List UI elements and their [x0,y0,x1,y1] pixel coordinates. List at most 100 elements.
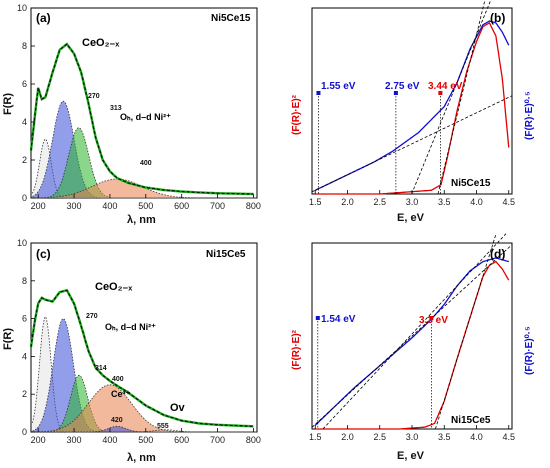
x-tick-label: 400 [102,201,117,211]
x-tick-label: 3.5 [438,197,451,207]
band-gap-marker [438,91,443,95]
sample-name: Ni15Ce5 [206,249,246,260]
panel-label: (b) [490,11,505,25]
x-tick-label: 700 [210,435,225,445]
band-gap-marker [393,91,398,95]
x-tick-label: 800 [246,435,261,445]
y-axis-label: F(R) [2,328,14,350]
plot-frame [311,7,513,195]
peak-label: 400 [112,376,124,383]
x-tick-label: 4.0 [470,432,483,442]
x-tick-label: 500 [138,201,153,211]
x-tick-label: 3.0 [406,432,419,442]
peak-label: 270 [88,93,100,100]
x-tick-label: 2.5 [373,432,386,442]
x-tick-label: 4.0 [470,197,483,207]
y-tick-label: 4 [22,351,27,361]
x-tick-label: 700 [210,201,225,211]
band-gap-label: 3.3 eV [419,315,448,326]
ceo2-annotation: CeO₂₋ₓ [95,281,133,293]
fit-line [30,43,254,195]
series-line-root [314,20,510,191]
x-tick-label: 3.5 [438,432,451,442]
oct-annotation: Oₕ, d–d Ni²⁺ [105,322,156,332]
series-line-root [314,257,509,426]
fit-line [30,289,254,427]
panel-c: 200 300 400 500 600 700 800 0 2 4 6 8 10 (c) Ni15Ce5… [2,238,261,464]
band-gap-marker [316,91,321,95]
sample-name: Ni5Ce15 [451,178,491,189]
panel-label: (a) [36,11,51,25]
panel-a: 200 300 400 500 600 700 800 0 2 4 6 8 10 (a) Ni5Ce15… [2,3,261,226]
y-tick-label: 10 [17,238,27,248]
x-tick-label: 400 [102,435,117,445]
x-tick-label: 300 [67,201,82,211]
y-axis-label: F(R) [2,93,14,115]
x-tick-label: 4.5 [503,197,516,207]
band-fill [32,384,258,432]
y-axis-label-right: (F(R)·E)⁰·⁵ [524,326,535,375]
band-gap-label: 3.44 eV [428,81,463,92]
series-line-squared [315,21,510,195]
x-tick-label: 1.5 [309,197,322,207]
tangent-line [435,233,497,430]
x-tick-label: 2.0 [341,432,354,442]
panel-label: (c) [36,247,51,261]
peak-label: 314 [95,365,107,372]
x-axis-label: E, eV [397,212,425,224]
panel-d: 1.5 2.0 2.5 3.0 3.5 4.0 4.5 (d) Ni15Ce5 1.54 e… [291,233,535,462]
peak-label: 420 [111,417,123,424]
tangent-line [322,233,507,430]
y-tick-label: 6 [22,314,27,324]
x-axis-label: λ, nm [127,452,156,464]
x-tick-label: 200 [31,435,46,445]
band-fill [32,318,258,432]
x-tick-label: 500 [138,435,153,445]
x-axis-label: λ, nm [127,214,156,226]
x-axis-label: E, eV [397,450,425,462]
band-fill [32,101,258,198]
sample-name: Ni5Ce15 [211,13,251,24]
band-curve [32,127,257,199]
tangent-line [311,244,513,428]
y-tick-label: 2 [22,389,27,399]
x-tick-label: 2.0 [341,197,354,207]
tangent-line [437,0,486,195]
x-tick-label: 800 [246,201,261,211]
y-tick-label: 4 [22,117,27,127]
series-line-squared [315,260,510,430]
band-curve [32,178,257,199]
y-tick-label: 0 [22,193,27,203]
tangent-line [311,95,513,193]
ce3-annotation: Ce³⁺ [111,389,131,399]
y-axis-label-right: (F(R)·E)⁰·⁵ [524,91,535,140]
band-curve [32,429,257,433]
ov-annotation: Ov [170,402,186,414]
band-gap-label: 2.75 eV [385,81,420,92]
peak-label: 313 [110,105,122,112]
band-gap-label: 1.55 eV [321,81,356,92]
y-tick-label: 0 [22,427,27,437]
y-tick-label: 6 [22,79,27,89]
band-gap-marker [315,316,320,320]
x-tick-label: 2.5 [373,197,386,207]
x-tick-label: 3.0 [406,197,419,207]
band-gap-marker [429,316,434,320]
peak-label: 270 [86,313,98,320]
x-tick-label: 1.5 [309,432,322,442]
y-axis-label-left: (F(R)·E)² [291,94,302,135]
y-tick-label: 8 [22,276,27,286]
peak-label: 555 [157,423,169,430]
ceo2-annotation: CeO₂₋ₓ [82,37,120,49]
panel-label: (d) [490,247,505,261]
y-tick-label: 8 [22,41,27,51]
x-tick-label: 600 [174,435,189,445]
y-tick-label: 10 [17,3,27,13]
band-curve [32,374,257,433]
oct-annotation: Oₕ, d–d Ni²⁺ [120,112,171,122]
x-tick-label: 600 [174,201,189,211]
band-fill [32,127,258,198]
x-tick-label: 300 [67,435,82,445]
y-axis-label-left: (F(R)·E)² [291,329,302,370]
